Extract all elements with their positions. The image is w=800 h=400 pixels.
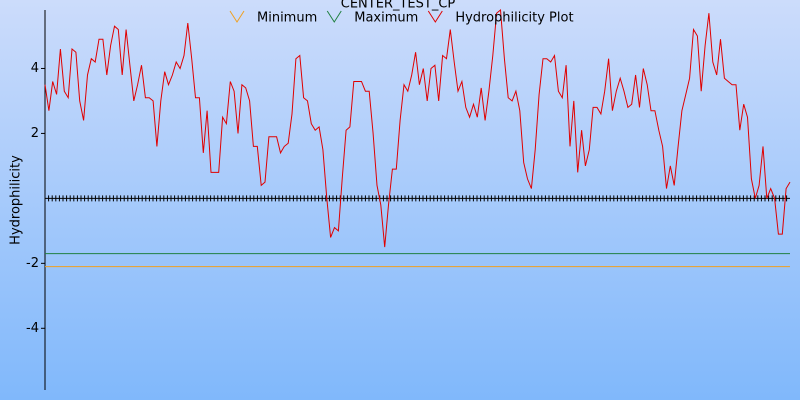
chart-title: CENTER_TEST_CP (341, 0, 456, 12)
legend-icon (427, 10, 443, 23)
y-axis-label: Hydrophilicity (9, 155, 24, 245)
data-line (44, 9, 791, 248)
legend-icon (229, 10, 245, 23)
legend-label: Minimum (257, 11, 317, 26)
legend-label: Maximum (354, 11, 418, 26)
legend-icon (326, 10, 342, 23)
y-tick-label: 4 (31, 61, 39, 76)
y-tick-label: -2 (26, 256, 39, 271)
y-tick-label: 2 (31, 126, 39, 141)
y-tick-label: -4 (26, 321, 39, 336)
legend-label: Hydrophilicity Plot (455, 11, 573, 26)
